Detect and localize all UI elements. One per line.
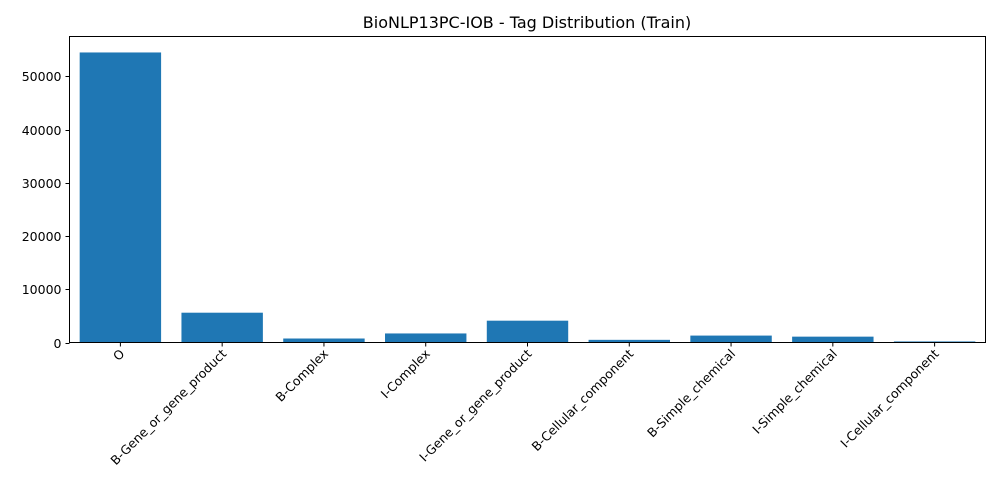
y-tick-label: 40000 — [22, 123, 62, 138]
x-axis: OB-Gene_or_gene_product B-Complex I-Comple… — [107, 342, 942, 468]
bar-i-complex — [385, 333, 467, 343]
bar-b-simple-chemical — [690, 335, 772, 343]
y-tick-label: 20000 — [22, 229, 62, 244]
bar-b-cellular-component — [588, 339, 670, 343]
x-tick-label: I-Gene_or_gene_product — [416, 346, 535, 465]
chart-title: BioNLP13PC-IOB - Tag Distribution (Train… — [363, 13, 691, 32]
y-axis: 0 10000 20000 30000 40000 50000 — [22, 69, 70, 351]
x-tick-label: I-Cellular_component — [837, 346, 942, 451]
x-tick-label: B-Cellular_component — [528, 346, 636, 454]
plot-frame — [69, 36, 986, 343]
y-tick-label: 10000 — [22, 282, 62, 297]
x-tick-label: B-Complex — [272, 346, 331, 405]
y-tick-label: 0 — [54, 336, 62, 351]
bar-o — [79, 52, 162, 343]
x-tick-label: B-Gene_or_gene_product — [107, 346, 229, 468]
x-tick-label: I-Simple_chemical — [749, 346, 840, 437]
bar-i-cellular-component — [893, 341, 976, 343]
x-tick-label: B-Simple_chemical — [644, 346, 738, 440]
x-tick-label: I-Complex — [378, 346, 433, 401]
x-tick-label: O — [110, 346, 128, 364]
bar-b-complex — [283, 338, 365, 343]
bar-i-simple-chemical — [792, 336, 874, 343]
bar-i-gene-or-gene-product — [486, 320, 569, 343]
bar-b-gene-or-gene-product — [181, 312, 263, 343]
y-tick-label: 30000 — [22, 176, 62, 191]
bars-group — [79, 52, 976, 343]
y-tick-label: 50000 — [22, 69, 62, 84]
